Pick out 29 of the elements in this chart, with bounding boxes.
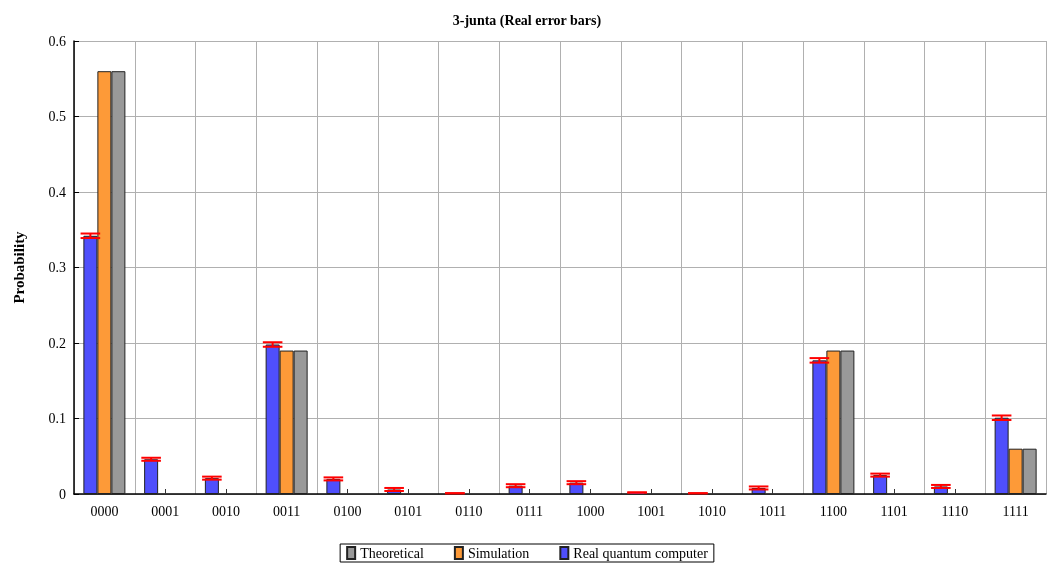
x-tick-label: 1011 — [758, 503, 787, 519]
y-tick-label: 0.1 — [48, 411, 66, 426]
y-tick-label: 0.5 — [48, 109, 66, 124]
chart-title: 3-junta (Real error bars) — [452, 12, 602, 29]
x-tick-label: 0011 — [272, 503, 301, 519]
bar — [144, 459, 159, 494]
x-tick-label: 1111 — [1002, 503, 1029, 519]
legend-label: Theoretical — [360, 545, 424, 561]
x-tick-label: 0101 — [394, 503, 423, 519]
x-tick-label: 0010 — [211, 503, 240, 519]
x-tick-label: 0100 — [333, 503, 362, 519]
y-tick-label: 0.3 — [48, 260, 66, 275]
x-tick-label: 1000 — [576, 503, 605, 519]
legend-label: Real quantum computer — [573, 545, 709, 561]
x-tick-label: 0000 — [90, 503, 119, 519]
legend-label: Simulation — [467, 545, 530, 561]
x-tick-label: 1001 — [637, 503, 666, 519]
x-tick-label: 1101 — [880, 503, 908, 519]
y-tick-label: 0 — [59, 486, 66, 502]
x-tick-label: 1010 — [697, 503, 726, 519]
x-tick-label: 1110 — [941, 503, 969, 519]
y-axis-title: Probability — [10, 230, 27, 304]
x-tick-label: 0001 — [151, 503, 180, 519]
y-tick-label: 0.2 — [48, 335, 66, 351]
y-tick-label: 0.4 — [48, 184, 66, 200]
x-tick-label: 0111 — [516, 503, 544, 519]
y-tick-label: 0.6 — [48, 33, 66, 49]
x-tick-label: 1100 — [819, 503, 848, 519]
x-tick-label: 0110 — [455, 503, 483, 519]
